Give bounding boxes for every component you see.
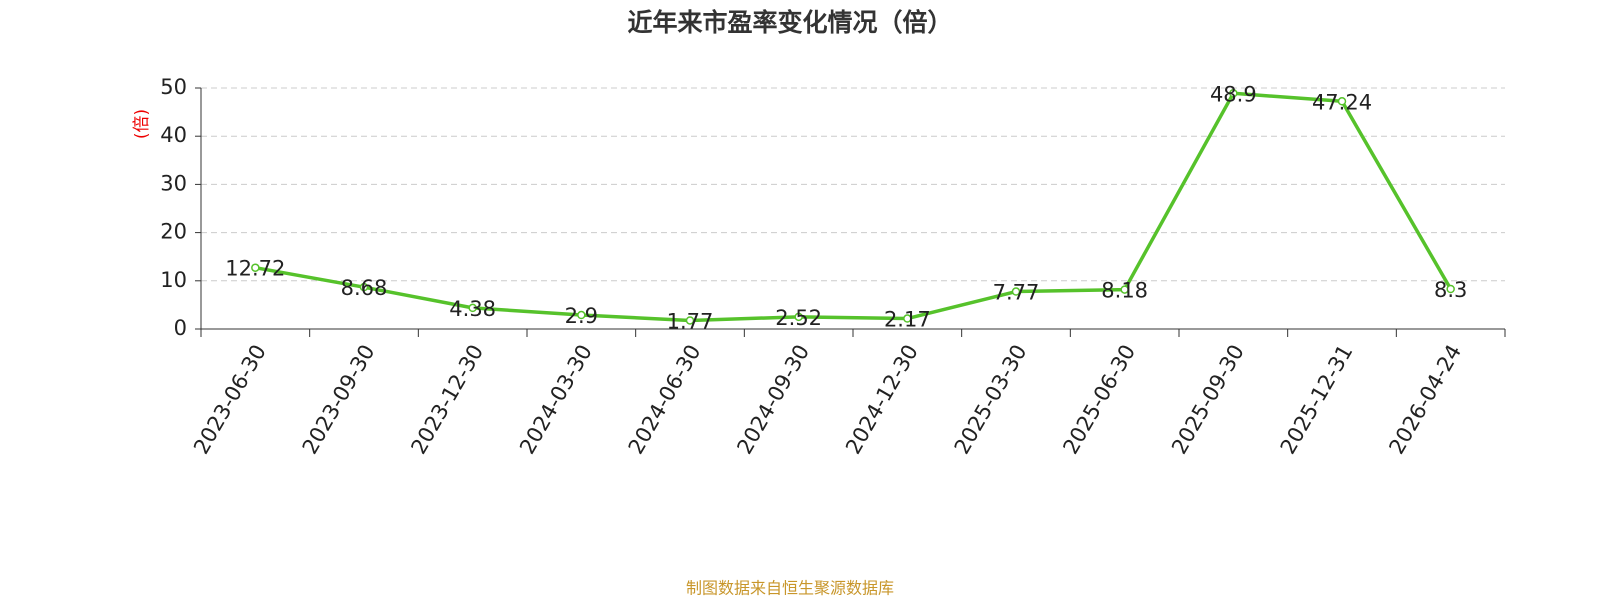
x-tick-label: 2025-09-30 — [1167, 341, 1249, 459]
data-point — [577, 310, 586, 320]
y-tick-label: 50 — [160, 75, 187, 99]
data-point — [1446, 284, 1455, 294]
y-tick-label: 10 — [160, 268, 187, 292]
x-tick-label: 2023-09-30 — [298, 341, 380, 459]
y-axis-label: (倍) — [132, 109, 152, 139]
x-tick-label: 2024-03-30 — [515, 341, 597, 459]
data-point — [685, 316, 695, 325]
data-point — [1229, 89, 1238, 98]
x-tick-label: 2024-09-30 — [732, 341, 814, 459]
y-tick-label: 40 — [160, 123, 187, 147]
data-point — [251, 263, 260, 272]
data-point — [1011, 287, 1021, 296]
data-point — [468, 303, 477, 313]
data-point — [794, 312, 803, 322]
data-label: 47.24 — [1312, 90, 1372, 114]
data-point — [1337, 97, 1347, 106]
y-tick-label: 0 — [174, 316, 187, 340]
data-line — [255, 91, 1453, 323]
x-tick-label: 2023-06-30 — [189, 341, 271, 459]
data-label: 2.9 — [565, 304, 598, 328]
data-label: 1.77 — [667, 309, 714, 333]
data-label: 8.18 — [1101, 279, 1148, 303]
chart-title: 近年来市盈率变化情况（倍） — [627, 8, 952, 37]
data-label: 2.17 — [884, 308, 931, 332]
x-tick-label: 2024-06-30 — [624, 341, 706, 459]
data-label: 2.52 — [775, 306, 822, 330]
data-label: 4.38 — [449, 297, 496, 321]
data-label: 8.68 — [341, 276, 388, 300]
x-tick-label: 2026-04-24 — [1384, 341, 1466, 459]
data-point — [359, 282, 369, 292]
x-tick-label: 2025-12-31 — [1276, 341, 1358, 459]
y-tick-label: 30 — [160, 171, 187, 195]
x-tick-label: 2024-12-30 — [841, 341, 923, 459]
data-point — [903, 314, 912, 323]
x-tick-label: 2023-12-30 — [406, 341, 488, 459]
data-label: 48.9 — [1210, 82, 1257, 106]
data-point — [1120, 285, 1129, 294]
x-tick-label: 2025-03-30 — [950, 341, 1032, 459]
data-label: 8.3 — [1434, 278, 1467, 302]
x-tick-label: 2025-06-30 — [1058, 341, 1140, 459]
data-label: 12.72 — [225, 257, 285, 281]
data-label: 7.77 — [993, 281, 1040, 305]
source-note: 制图数据来自恒生聚源数据库 — [686, 579, 894, 598]
y-tick-label: 20 — [160, 220, 187, 244]
